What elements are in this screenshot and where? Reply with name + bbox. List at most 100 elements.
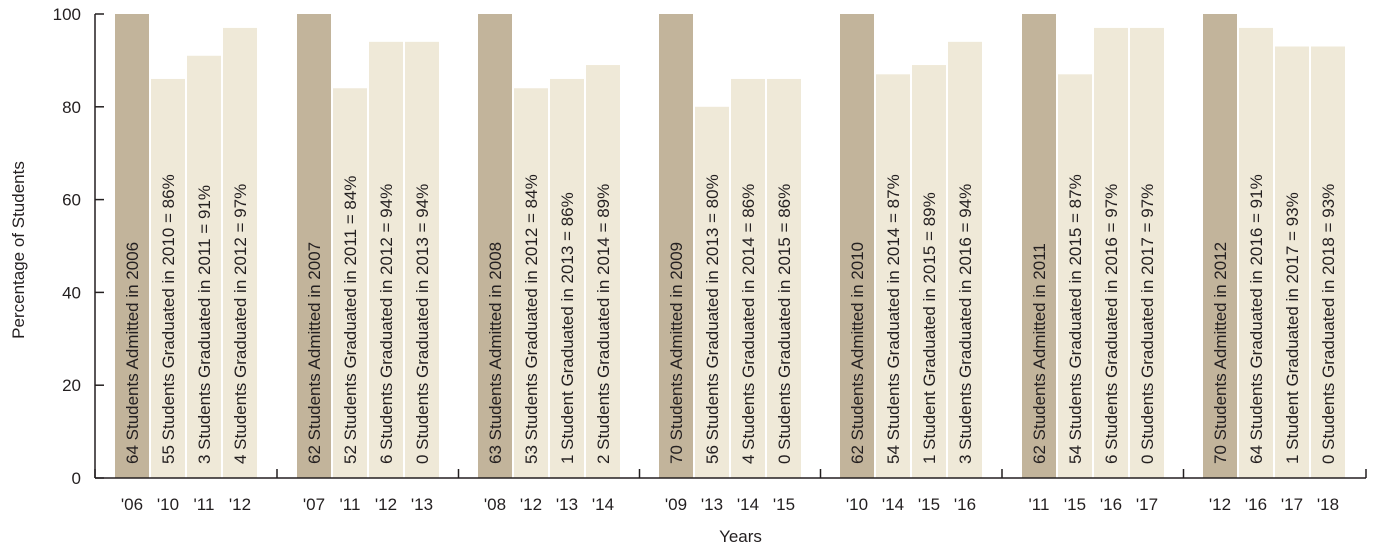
x-category-label: '10: [846, 495, 868, 514]
admitted-bar: [659, 14, 693, 478]
bar-data-label: 55 Students Graduated in 2010 = 86%: [159, 174, 178, 464]
bar-data-label: 54 Students Graduated in 2014 = 87%: [884, 174, 903, 464]
bar-data-label: 62 Students Admitted in 2007: [305, 242, 324, 464]
x-category-label: '16: [1100, 495, 1122, 514]
y-tick-label: 80: [62, 98, 81, 117]
bars-layer: 64 Students Admitted in 2006 55 Students …: [115, 14, 1345, 479]
graduated-bar: [369, 41, 403, 479]
x-category-label: '09: [665, 495, 687, 514]
admitted-bar: [478, 14, 512, 478]
x-category-label: '10: [157, 495, 179, 514]
bar-group: 62 Students Admitted in 2007 52 Students …: [297, 14, 439, 479]
bar-data-label: 62 Students Admitted in 2011: [1030, 243, 1049, 464]
bar-data-label: 0 Students Graduated in 2013 = 94%: [413, 184, 432, 464]
x-category-label: '17: [1136, 495, 1158, 514]
x-category-label: '16: [954, 495, 976, 514]
graduated-bar: [586, 65, 620, 478]
bar-data-label: 3 Students Graduated in 2016 = 94%: [956, 184, 975, 464]
x-category-label: '15: [773, 495, 795, 514]
y-tick-label: 40: [62, 283, 81, 302]
bar-group: 62 Students Admitted in 2011 54 Students …: [1022, 14, 1164, 478]
bar-data-label: 0 Students Graduated in 2017 = 97%: [1138, 184, 1157, 464]
x-category-label: '06: [121, 495, 143, 514]
graduated-bar: [550, 78, 584, 479]
y-tick-label: 0: [72, 469, 81, 488]
x-category-label: '14: [882, 495, 904, 514]
bar-data-label: 3 Students Graduated in 2011 = 91%: [195, 185, 214, 464]
x-category-label: '13: [411, 495, 433, 514]
y-tick-label: 60: [62, 191, 81, 210]
x-category-label: '11: [194, 495, 215, 514]
bar-data-label: 56 Students Graduated in 2013 = 80%: [703, 174, 722, 464]
bar-data-label: 64 Students Admitted in 2006: [123, 242, 142, 464]
admitted-bar: [1203, 14, 1237, 478]
x-category-label: '15: [918, 495, 940, 514]
graduated-bar: [948, 41, 982, 479]
bar-group: 70 Students Admitted in 2012 64 Students …: [1203, 14, 1345, 478]
bar-data-label: 1 Student Graduated in 2015 = 89%: [920, 192, 939, 464]
y-ticks: 0 20 40 60 80 100: [53, 5, 1367, 488]
admitted-bar: [1022, 14, 1056, 478]
x-category-label: '13: [701, 495, 723, 514]
bar-data-label: 1 Student Graduated in 2013 = 86%: [558, 192, 577, 464]
bar-group: 62 Students Admitted in 2010 54 Students …: [840, 14, 982, 479]
bar-data-label: 52 Students Graduated in 2011 = 84%: [341, 176, 360, 464]
graduated-bar: [223, 27, 257, 478]
graduated-bar: [151, 78, 185, 479]
graduated-bar: [1094, 27, 1128, 478]
x-axis-title: Years: [719, 527, 762, 546]
graduated-bar: [1058, 74, 1092, 478]
x-category-label: '13: [556, 495, 578, 514]
bar-data-label: 1 Student Graduated in 2017 = 93%: [1283, 192, 1302, 464]
bar-data-label: 6 Students Graduated in 2012 = 94%: [377, 184, 396, 464]
graduated-bar: [1311, 46, 1345, 478]
y-axis-title: Percentage of Students: [9, 161, 28, 339]
x-category-label: '14: [737, 495, 759, 514]
x-category-label: '12: [229, 495, 251, 514]
x-category-label: '08: [484, 495, 506, 514]
x-category-label: '07: [303, 495, 325, 514]
x-category-label: '12: [375, 495, 397, 514]
graduated-bar: [1239, 27, 1273, 478]
x-category-label: '11: [1029, 495, 1050, 514]
x-category-label: '17: [1281, 495, 1303, 514]
graduated-bar: [912, 65, 946, 478]
bar-data-label: 2 Students Graduated in 2014 = 89%: [594, 184, 613, 464]
graduated-bar: [333, 88, 367, 479]
bar-data-label: 4 Students Graduated in 2012 = 97%: [231, 184, 250, 464]
graduated-bar: [405, 41, 439, 479]
y-tick-label: 20: [62, 376, 81, 395]
graduated-bar: [876, 74, 910, 478]
graduated-bar: [514, 88, 548, 479]
bar-data-label: 63 Students Admitted in 2008: [486, 242, 505, 464]
x-category-label: '12: [1209, 495, 1231, 514]
x-category-label: '11: [340, 495, 361, 514]
bar-data-label: 70 Students Admitted in 2009: [667, 242, 686, 464]
graduated-bar: [187, 55, 221, 478]
bar-group: 63 Students Admitted in 2008 53 Students …: [478, 14, 620, 479]
axes: [94, 14, 1366, 479]
bar-data-label: 0 Students Graduated in 2015 = 86%: [775, 184, 794, 464]
bar-data-label: 53 Students Graduated in 2012 = 84%: [522, 174, 541, 464]
x-category-label: '12: [520, 495, 542, 514]
x-category-label: '14: [592, 495, 614, 514]
admitted-bar: [115, 14, 149, 478]
admitted-bar: [840, 14, 874, 478]
bar-data-label: 6 Students Graduated in 2016 = 97%: [1102, 184, 1121, 464]
bar-data-label: 54 Students Graduated in 2015 = 87%: [1066, 174, 1085, 464]
x-category-label: '15: [1064, 495, 1086, 514]
bar-group: 64 Students Admitted in 2006 55 Students …: [115, 14, 257, 479]
bar-data-label: 70 Students Admitted in 2012: [1211, 242, 1230, 464]
bar-group: 70 Students Admitted in 2009 56 Students …: [659, 14, 801, 479]
graduated-bar: [731, 78, 765, 479]
graduated-bar: [767, 78, 801, 479]
bar-data-label: 62 Students Admitted in 2010: [848, 242, 867, 464]
x-category-label: '18: [1317, 495, 1339, 514]
x-category-labels: '06 '10 '11 '12 '07 '11 '12 '13 '08 '12 '13 '14 '09 '…: [121, 495, 1339, 514]
graduated-bar: [695, 106, 729, 479]
admitted-bar: [297, 14, 331, 478]
bar-data-label: 4 Students Graduated in 2014 = 86%: [739, 184, 758, 464]
y-tick-label: 100: [53, 5, 81, 24]
bar-data-label: 64 Students Graduated in 2016 = 91%: [1247, 174, 1266, 464]
